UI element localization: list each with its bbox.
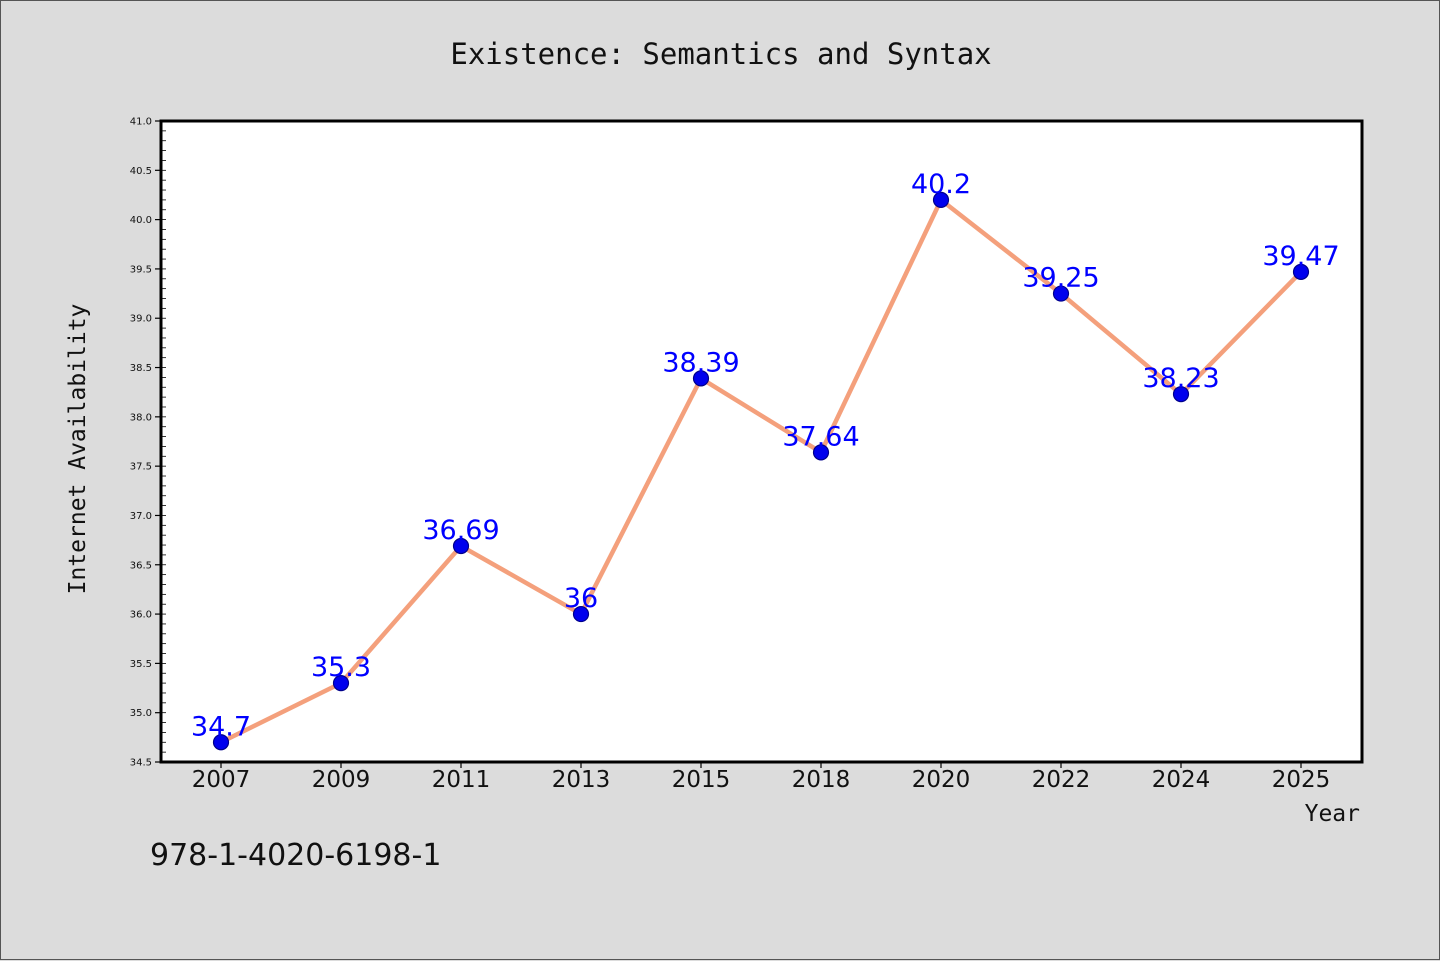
- data-markers: [212, 191, 1310, 751]
- data-point: [932, 191, 950, 208]
- data-labels: 34.7 35.3 36.69 36 38.39 37.64 40.2 39.25 38.23 3…: [191, 169, 1340, 742]
- y-axis-label: Internet Availability: [65, 304, 91, 595]
- data-label: 36.69: [422, 515, 499, 546]
- data-point: [452, 537, 470, 555]
- y-tick-label: 36.0: [130, 610, 152, 621]
- x-tick-label: 2022: [1032, 767, 1091, 793]
- data-point: [1172, 386, 1190, 403]
- data-point: [1292, 263, 1310, 280]
- plot-border: [159, 119, 1364, 764]
- y-tick-label: 41.0: [130, 117, 152, 128]
- data-label: 39.25: [1022, 263, 1099, 294]
- x-tick-label: 2009: [312, 767, 371, 793]
- x-tick-label: 2020: [912, 767, 971, 793]
- y-tick-label: 38.0: [130, 412, 152, 423]
- data-label: 40.2: [911, 169, 971, 200]
- x-tick-label: 2018: [792, 767, 851, 793]
- series-line-group: [218, 197, 1304, 745]
- data-point: [1052, 285, 1070, 302]
- data-point: [572, 605, 590, 623]
- x-tick-label: 2007: [192, 767, 251, 793]
- data-label: 39.47: [1262, 241, 1339, 272]
- data-point: [812, 444, 830, 461]
- y-tick-label: 37.5: [130, 462, 152, 473]
- series-line: [218, 197, 1304, 745]
- data-point: [212, 734, 230, 751]
- data-label: 38.23: [1142, 363, 1219, 394]
- y-tick-label: 37.0: [130, 511, 152, 522]
- y-tick-label: 39.0: [130, 314, 152, 325]
- data-point: [692, 370, 710, 387]
- y-tick-label: 34.5: [130, 758, 152, 769]
- y-tick-label: 39.5: [130, 264, 152, 275]
- y-tick-label: 40.5: [130, 166, 152, 177]
- data-label: 38.39: [662, 347, 739, 378]
- data-point: [332, 675, 350, 692]
- x-axis-label: Year: [1305, 801, 1360, 827]
- x-tick-label: 2015: [672, 767, 731, 793]
- x-tick-label: 2024: [1152, 767, 1211, 793]
- x-axis: 2007 2009 2011 2013 2015 2018 2020 2022 2024 2025: [192, 762, 1331, 793]
- x-tick-label: 2013: [552, 767, 611, 793]
- plot-area: [161, 121, 1362, 762]
- chart-title: Existence: Semantics and Syntax: [450, 37, 991, 71]
- y-tick-label: 38.5: [130, 363, 152, 374]
- x-tick-label: 2011: [432, 767, 491, 793]
- x-tick-label: 2025: [1272, 767, 1331, 793]
- isbn-annotation: 978-1-4020-6198-1: [150, 838, 441, 873]
- y-tick-label: 35.5: [130, 659, 152, 670]
- data-label: 34.7: [191, 711, 251, 742]
- y-tick-label: 35.0: [130, 708, 152, 719]
- y-tick-label: 36.5: [130, 560, 152, 571]
- data-label: 35.3: [311, 652, 371, 683]
- y-tick-label: 40.0: [130, 215, 152, 226]
- data-label: 36: [564, 583, 598, 614]
- data-label: 37.64: [782, 421, 859, 452]
